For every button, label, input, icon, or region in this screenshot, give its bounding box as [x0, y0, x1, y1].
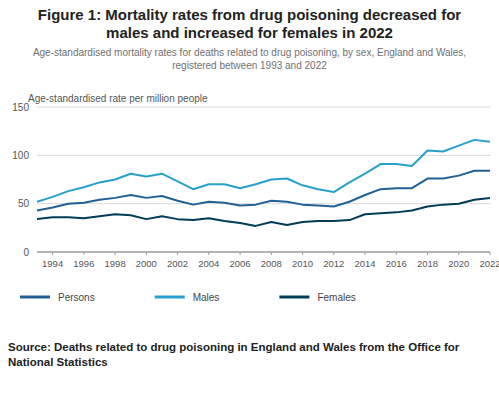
x-axis — [37, 252, 490, 253]
x-tick-label: 2016 — [386, 258, 407, 269]
x-tick-label: 2008 — [261, 258, 282, 269]
x-tick-label: 2012 — [323, 258, 344, 269]
plot-area — [37, 140, 490, 226]
x-tick-label: 1996 — [73, 258, 94, 269]
x-tick — [302, 252, 303, 255]
x-tick — [240, 252, 241, 255]
y-tick-label: 100 — [12, 150, 29, 161]
x-tick-label: 1994 — [42, 258, 63, 269]
legend-label: Females — [317, 292, 355, 303]
source: Source: Deaths related to drug poisoning… — [8, 340, 478, 370]
x-tick — [458, 252, 459, 255]
grid-line — [37, 107, 490, 108]
x-tick — [365, 252, 366, 255]
x-tick-label: 2006 — [229, 258, 250, 269]
x-tick-label: 2018 — [417, 258, 438, 269]
subtitle: Age-standardised mortality rates for dea… — [20, 46, 479, 72]
legend-label: Males — [193, 292, 220, 303]
y-tick-label: 0 — [23, 247, 29, 258]
y-label: Age-standardised rate per million people — [28, 93, 208, 104]
legend-swatch — [279, 296, 309, 299]
legend-label: Persons — [58, 292, 95, 303]
y-tick-label: 150 — [12, 102, 29, 113]
x-tick-label: 2010 — [292, 258, 313, 269]
x-tick-label: 2022 — [479, 258, 499, 269]
x-tick-label: 2020 — [448, 258, 469, 269]
x-tick — [146, 252, 147, 255]
y-tick-label: 50 — [18, 198, 30, 209]
series-line — [37, 198, 490, 226]
x-tick — [271, 252, 272, 255]
x-tick — [115, 252, 116, 255]
legend-swatch — [155, 296, 185, 299]
x-tick-label: 2014 — [354, 258, 375, 269]
x-tick — [52, 252, 53, 255]
x-tick-label: 2004 — [198, 258, 219, 269]
grid-line — [37, 252, 490, 253]
x-tick — [333, 252, 334, 255]
x-tick-label: 1998 — [105, 258, 126, 269]
x-tick — [490, 252, 491, 255]
title: Figure 1: Mortality rates from drug pois… — [20, 6, 479, 42]
chart: Age-standardised rate per million people… — [0, 0, 499, 409]
x-tick-label: 2002 — [167, 258, 188, 269]
series-line — [37, 171, 490, 211]
x-tick-label: 2000 — [136, 258, 157, 269]
x-tick — [83, 252, 84, 255]
series-line — [37, 140, 490, 202]
x-tick — [396, 252, 397, 255]
x-tick — [208, 252, 209, 255]
legend-swatch — [20, 296, 50, 299]
x-tick — [177, 252, 178, 255]
x-tick — [427, 252, 428, 255]
